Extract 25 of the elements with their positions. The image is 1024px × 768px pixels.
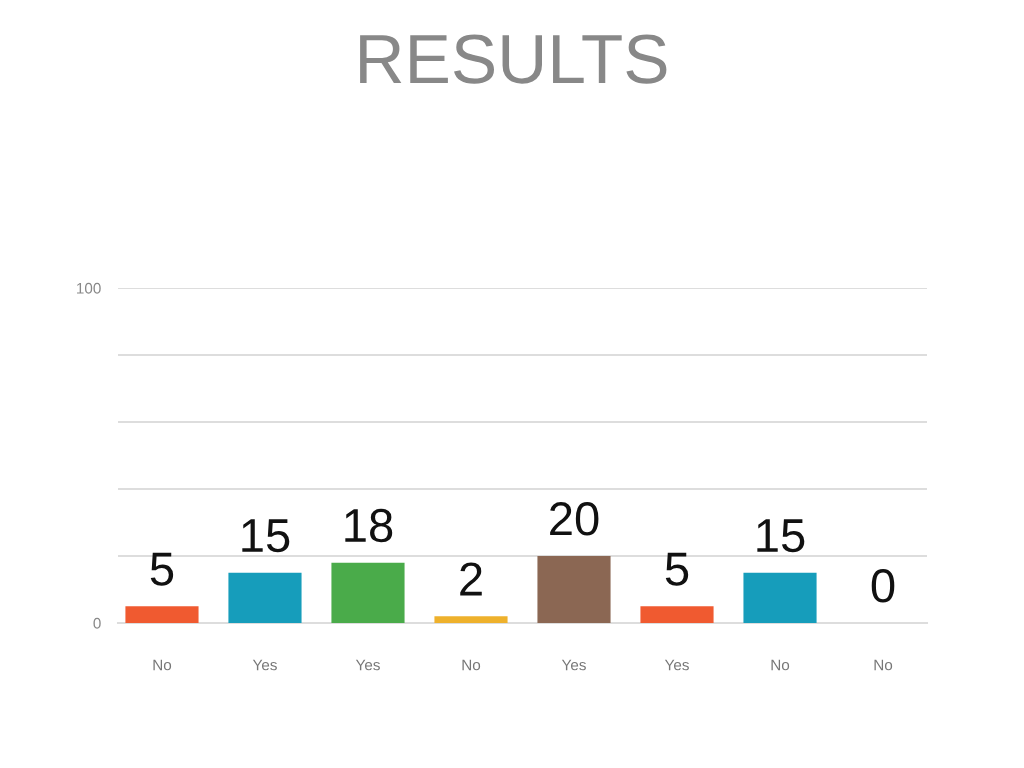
x-tick-label: Yes [664,659,689,671]
x-tick-label: Yes [355,659,380,671]
data-label: 15 [242,519,290,553]
data-label: 2 [460,562,482,596]
x-tick-label: No [874,659,893,671]
bar [434,616,508,623]
bar [537,556,611,623]
x-tick-label: Yes [561,659,586,671]
x-tick-label: No [153,659,172,671]
data-label: 15 [757,519,805,553]
bar [125,606,199,623]
x-tick-label: Yes [252,659,277,671]
data-label: 5 [665,552,689,586]
bar [640,606,714,623]
data-label: 20 [550,502,599,536]
x-tick-label: No [771,659,790,671]
chart-title: RESULTS [360,34,667,84]
x-tick-label: No [462,659,481,671]
bar [228,572,302,623]
bar [743,572,817,623]
data-label: 0 [871,569,895,603]
bar [331,562,405,623]
data-label: 18 [345,508,393,543]
data-label: 5 [150,552,174,586]
y-tick-label: 100 [77,282,101,294]
